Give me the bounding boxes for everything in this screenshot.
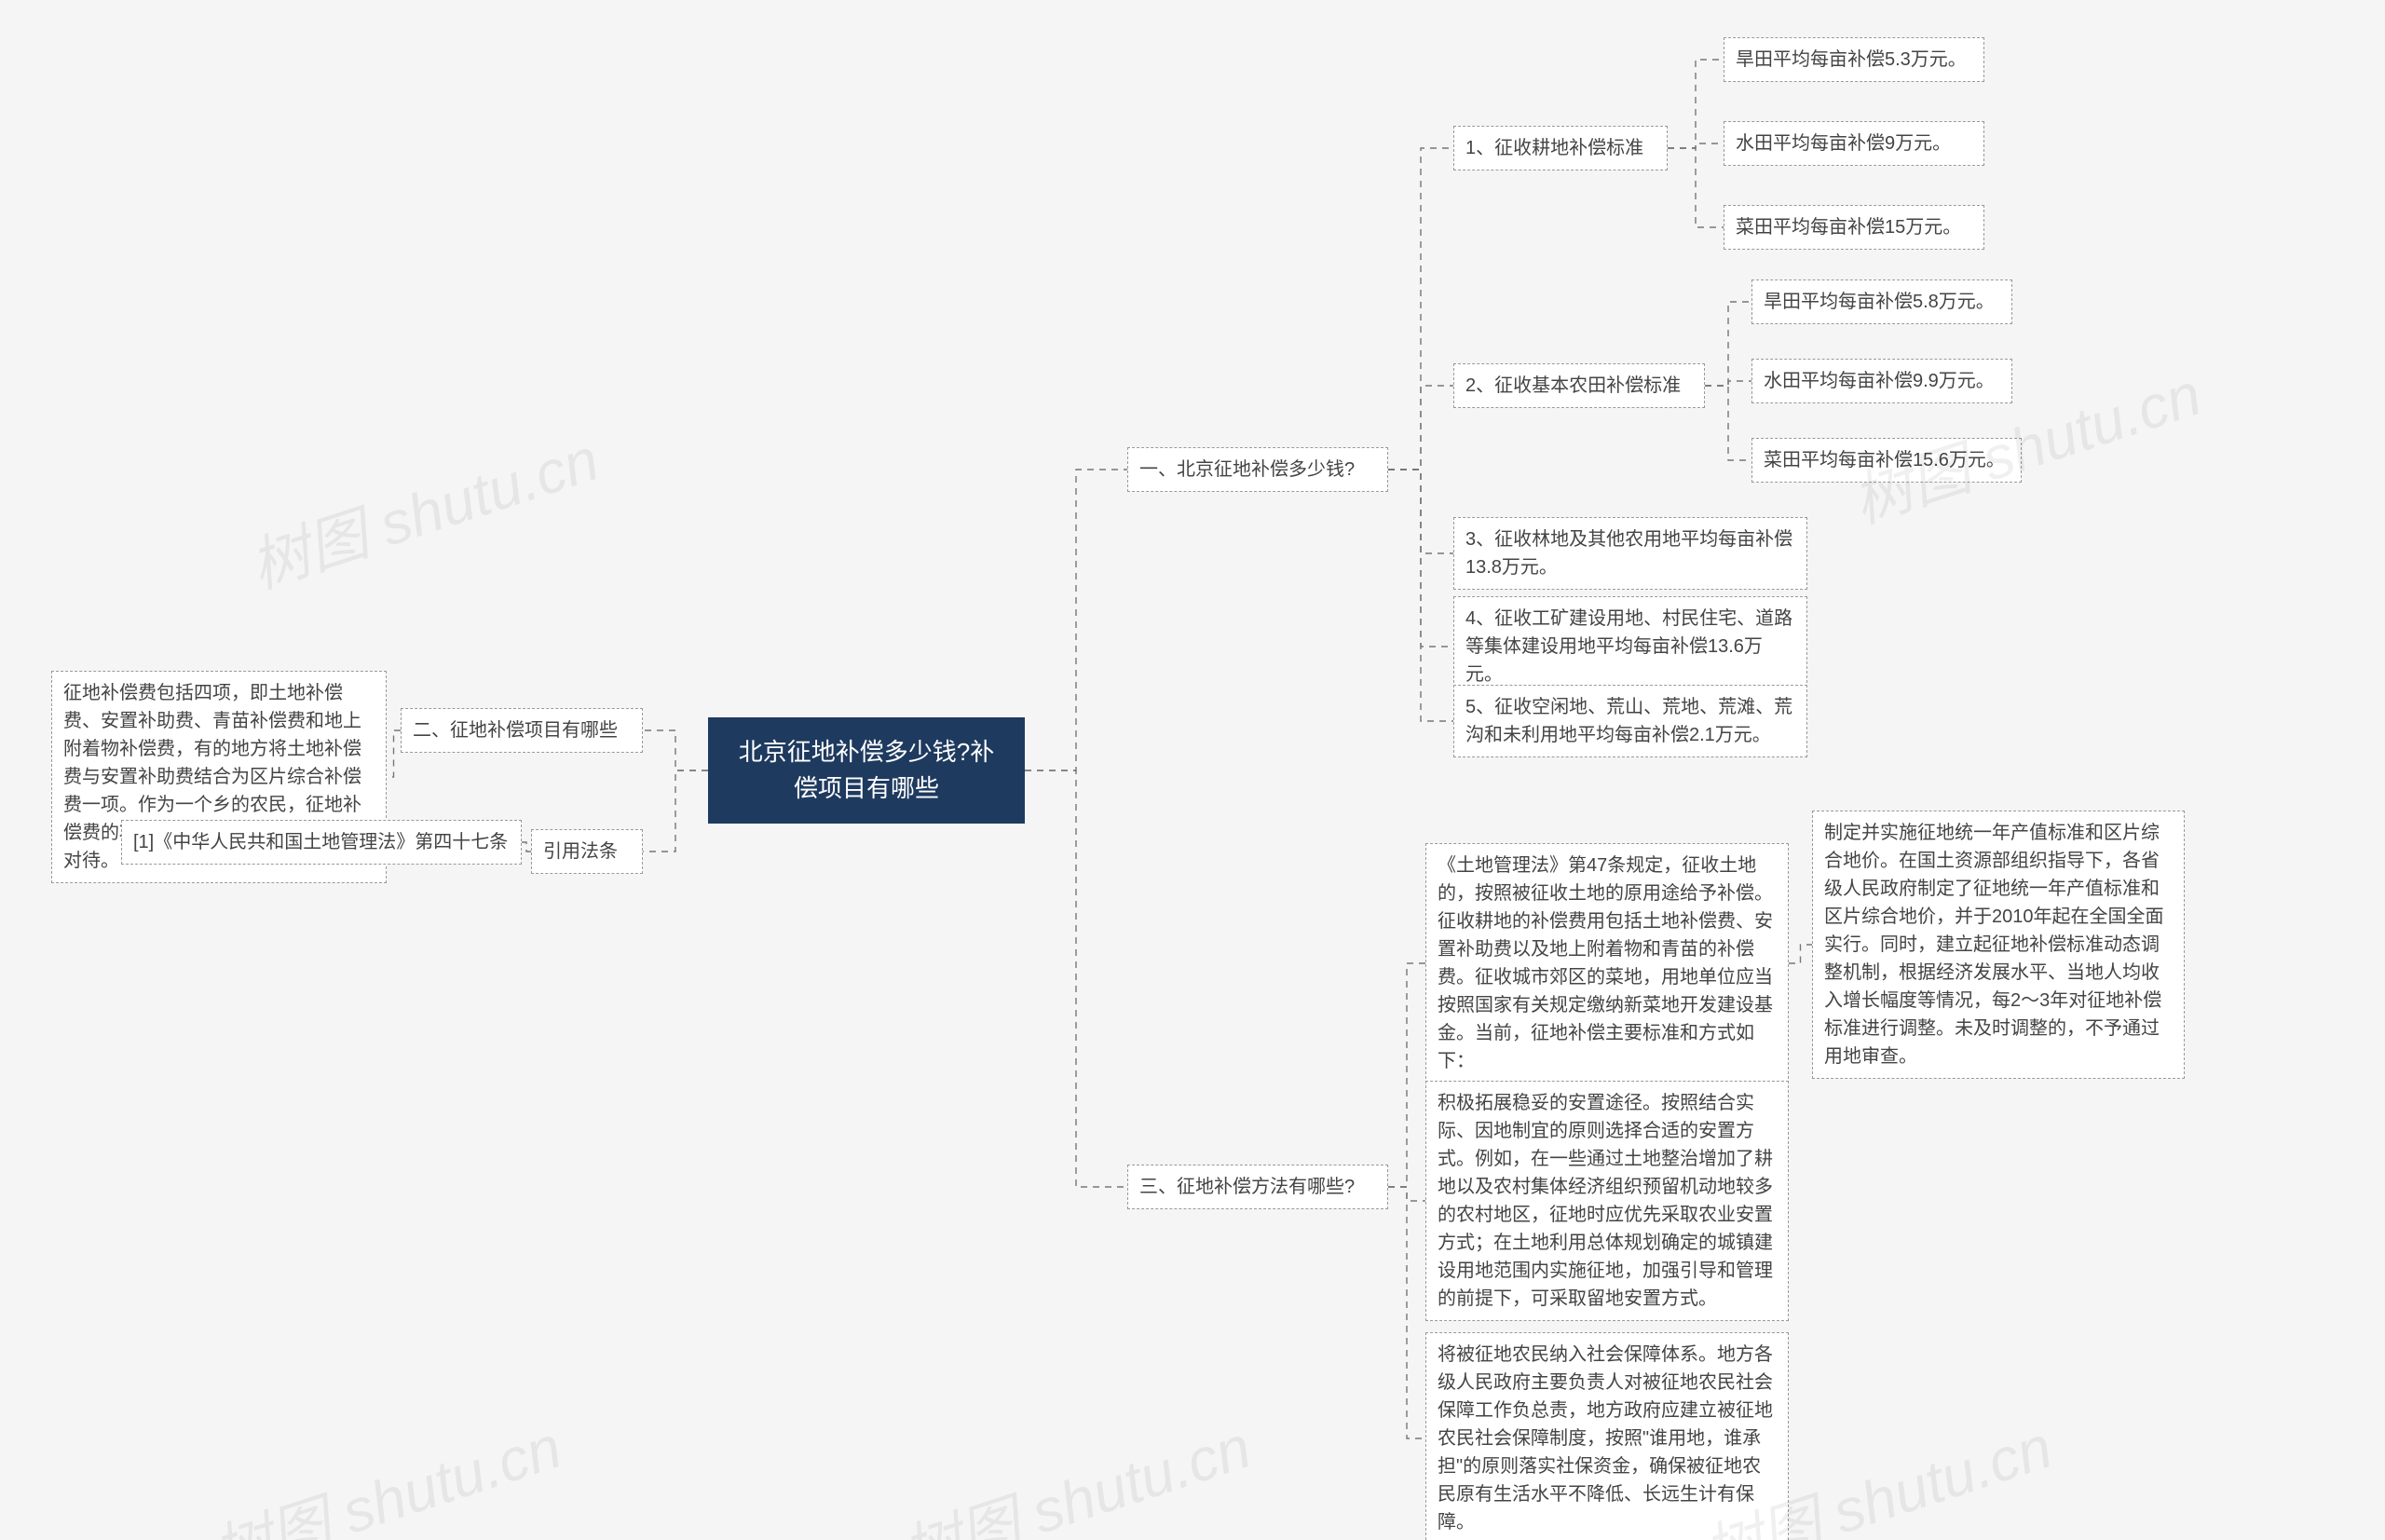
s1-item-2: 2、征收基本农田补偿标准 bbox=[1453, 363, 1705, 408]
s1-1-b-text: 水田平均每亩补偿9万元。 bbox=[1736, 133, 1951, 154]
s3-item-a: 《土地管理法》第47条规定，征收土地的，按照被征收土地的原用途给予补偿。征收耕地… bbox=[1425, 843, 1789, 1083]
s1-item-2-text: 2、征收基本农田补偿标准 bbox=[1465, 375, 1681, 396]
s1-item-3-text: 3、征收林地及其他农用地平均每亩补偿13.8万元。 bbox=[1465, 529, 1792, 578]
law-ref: 引用法条 bbox=[531, 829, 643, 874]
law-ref-label: 引用法条 bbox=[543, 841, 618, 862]
s3-a-text: 《土地管理法》第47条规定，征收土地的，按照被征收土地的原用途给予补偿。征收耕地… bbox=[1438, 855, 1773, 1071]
s1-item-1-text: 1、征收耕地补偿标准 bbox=[1465, 138, 1643, 158]
law-body: [1]《中华人民共和国土地管理法》第四十七条 bbox=[121, 820, 522, 865]
section-2-label: 二、征地补偿项目有哪些 bbox=[413, 720, 618, 741]
watermark: 树图 shutu.cn bbox=[200, 1399, 570, 1540]
watermark: 树图 shutu.cn bbox=[890, 1399, 1260, 1540]
s1-item-4: 4、征收工矿建设用地、村民住宅、道路等集体建设用地平均每亩补偿13.6万元。 bbox=[1453, 596, 1807, 697]
s1-1-b: 水田平均每亩补偿9万元。 bbox=[1724, 121, 1984, 166]
s1-2-c-text: 菜田平均每亩补偿15.6万元。 bbox=[1764, 450, 2005, 470]
mindmap-canvas: 北京征地补偿多少钱?补偿项目有哪些 一、北京征地补偿多少钱? 二、征地补偿项目有… bbox=[0, 0, 2385, 1540]
s1-1-a-text: 旱田平均每亩补偿5.3万元。 bbox=[1736, 49, 1967, 70]
s3-c-text: 将被征地农民纳入社会保障体系。地方各级人民政府主要负责人对被征地农民社会保障工作… bbox=[1438, 1344, 1773, 1533]
section-1: 一、北京征地补偿多少钱? bbox=[1127, 447, 1388, 492]
watermark: 树图 shutu.cn bbox=[238, 412, 607, 605]
section-1-label: 一、北京征地补偿多少钱? bbox=[1139, 459, 1355, 480]
s1-2-a-text: 旱田平均每亩补偿5.8万元。 bbox=[1764, 292, 1995, 312]
s1-1-a: 旱田平均每亩补偿5.3万元。 bbox=[1724, 37, 1984, 82]
s3-b-text: 积极拓展稳妥的安置途径。按照结合实际、因地制宜的原则选择合适的安置方式。例如，在… bbox=[1438, 1093, 1773, 1309]
s3-a-right: 制定并实施征地统一年产值标准和区片综合地价。在国土资源部组织指导下，各省级人民政… bbox=[1812, 811, 2185, 1079]
s1-1-c-text: 菜田平均每亩补偿15万元。 bbox=[1736, 217, 1961, 238]
s1-item-3: 3、征收林地及其他农用地平均每亩补偿13.8万元。 bbox=[1453, 517, 1807, 590]
section-2: 二、征地补偿项目有哪些 bbox=[401, 708, 643, 753]
law-body-text: [1]《中华人民共和国土地管理法》第四十七条 bbox=[133, 832, 508, 852]
s3-a-right-text: 制定并实施征地统一年产值标准和区片综合地价。在国土资源部组织指导下，各省级人民政… bbox=[1824, 823, 2164, 1067]
root-node: 北京征地补偿多少钱?补偿项目有哪些 bbox=[708, 717, 1025, 824]
s1-2-b-text: 水田平均每亩补偿9.9万元。 bbox=[1764, 371, 1995, 391]
section-3-label: 三、征地补偿方法有哪些? bbox=[1139, 1177, 1355, 1197]
s1-item-5: 5、征收空闲地、荒山、荒地、荒滩、荒沟和未利用地平均每亩补偿2.1万元。 bbox=[1453, 685, 1807, 757]
s1-item-5-text: 5、征收空闲地、荒山、荒地、荒滩、荒沟和未利用地平均每亩补偿2.1万元。 bbox=[1465, 697, 1792, 745]
s1-1-c: 菜田平均每亩补偿15万元。 bbox=[1724, 205, 1984, 250]
s1-2-c: 菜田平均每亩补偿15.6万元。 bbox=[1751, 438, 2022, 483]
section-3: 三、征地补偿方法有哪些? bbox=[1127, 1165, 1388, 1209]
s1-item-4-text: 4、征收工矿建设用地、村民住宅、道路等集体建设用地平均每亩补偿13.6万元。 bbox=[1465, 608, 1792, 685]
s1-2-a: 旱田平均每亩补偿5.8万元。 bbox=[1751, 279, 2012, 324]
s1-2-b: 水田平均每亩补偿9.9万元。 bbox=[1751, 359, 2012, 403]
root-text: 北京征地补偿多少钱?补偿项目有哪些 bbox=[739, 738, 994, 802]
s3-item-c: 将被征地农民纳入社会保障体系。地方各级人民政府主要负责人对被征地农民社会保障工作… bbox=[1425, 1332, 1789, 1540]
s3-item-b: 积极拓展稳妥的安置途径。按照结合实际、因地制宜的原则选择合适的安置方式。例如，在… bbox=[1425, 1081, 1789, 1321]
s1-item-1: 1、征收耕地补偿标准 bbox=[1453, 126, 1668, 170]
